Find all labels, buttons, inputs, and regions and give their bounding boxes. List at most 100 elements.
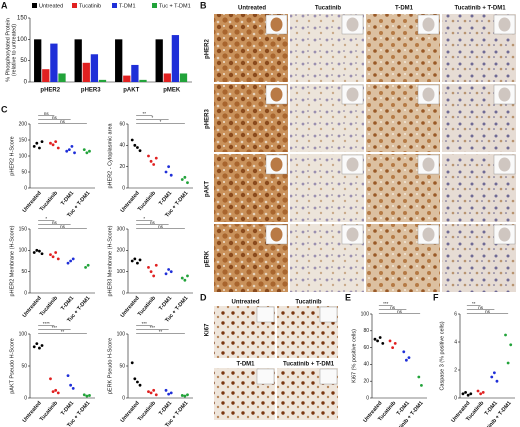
data-point: [393, 342, 397, 345]
data-point: [40, 252, 44, 256]
data-point: [506, 361, 510, 365]
y-tick-label: 200: [19, 121, 28, 127]
bar: [74, 39, 82, 82]
panel-letter: A: [1, 0, 8, 10]
data-point: [152, 388, 156, 392]
data-point: [167, 268, 171, 271]
significance-label: **: [159, 329, 163, 334]
column-header: Tucatinib + T-DM1: [283, 362, 335, 368]
data-point: [149, 159, 153, 163]
bar: [171, 35, 180, 82]
inset-tissue: [346, 227, 359, 242]
data-point: [32, 251, 36, 254]
y-tick-label: 0: [24, 185, 27, 191]
data-point: [70, 145, 74, 148]
y-tick-label: 50: [21, 169, 27, 175]
panel-letter: F: [433, 292, 439, 302]
column-header: T-DM1: [395, 6, 414, 12]
data-point: [186, 274, 189, 278]
significance-label: ns: [60, 119, 66, 124]
x-tick-label: Tucatinib: [137, 190, 157, 213]
y-tick-label: 60: [119, 121, 125, 127]
significance-label: ns: [44, 111, 50, 116]
y-axis-label: pHER2 Membrane (H-Score): [9, 225, 15, 296]
significance-label: ***: [52, 325, 58, 330]
y-tick-label: 40: [119, 143, 125, 149]
y-tick-label: 50: [21, 269, 27, 275]
row-label: Ki67: [205, 323, 211, 336]
x-tick-label: Tucatinib: [39, 295, 59, 318]
y-tick-label: 200: [117, 248, 126, 254]
x-tick-label: pAKT: [123, 88, 139, 94]
data-point: [136, 261, 139, 265]
data-point: [509, 343, 513, 347]
y-tick-label: 100: [17, 37, 28, 43]
y-axis-label: pAKT Pseudo H-Score: [9, 338, 15, 394]
significance-label: ****: [43, 321, 50, 326]
data-point: [56, 391, 60, 395]
data-point: [149, 391, 153, 395]
image-inset: [319, 306, 338, 323]
inset-tissue: [346, 87, 359, 102]
significance-label: *: [160, 119, 162, 124]
bar: [115, 39, 123, 82]
bar: [123, 75, 131, 82]
data-point: [479, 392, 483, 396]
image-inset: [256, 368, 275, 385]
data-point: [35, 248, 39, 252]
data-point: [54, 140, 58, 144]
column-header: T-DM1: [237, 362, 256, 368]
y-axis-label: Caspase 3 (% positive cells): [439, 321, 445, 390]
significance-label: ns: [390, 305, 396, 310]
significance-label: **: [61, 329, 65, 334]
row-label: pHER2: [205, 39, 211, 59]
inset-tissue: [270, 87, 283, 102]
data-point: [164, 170, 168, 174]
y-tick-label: 100: [361, 311, 370, 317]
inset-tissue: [422, 157, 435, 172]
data-point: [152, 163, 156, 166]
data-point: [54, 388, 58, 392]
data-point: [147, 154, 150, 158]
data-point: [67, 148, 71, 152]
data-point: [476, 389, 480, 393]
data-point: [180, 178, 184, 181]
data-point: [66, 374, 70, 377]
significance-label: **: [472, 301, 476, 306]
data-point: [69, 259, 73, 263]
significance-label: ns: [397, 309, 403, 314]
data-point: [49, 141, 52, 145]
data-point: [73, 151, 76, 155]
data-point: [154, 156, 158, 160]
bar: [42, 69, 50, 82]
row-label: pERK: [205, 250, 211, 267]
data-point: [492, 371, 496, 375]
panel-letter: D: [200, 292, 207, 302]
significance-label: ns: [478, 305, 484, 310]
row-label: pHER3: [205, 109, 211, 129]
y-tick-label: 100: [19, 153, 28, 159]
image-inset: [319, 368, 338, 385]
data-point: [38, 249, 41, 253]
x-tick-label: T-DM1: [60, 295, 75, 311]
significance-label: ***: [150, 325, 156, 330]
inset-tissue: [498, 227, 511, 242]
x-tick-label: T-DM1: [60, 190, 75, 206]
data-point: [54, 251, 58, 254]
bar: [34, 39, 42, 82]
data-point: [130, 138, 134, 142]
data-point: [49, 377, 52, 381]
significance-label: ***: [142, 321, 148, 326]
legend-swatch: [112, 3, 117, 8]
data-point: [138, 258, 142, 262]
data-point: [51, 390, 55, 393]
data-point: [464, 391, 467, 394]
y-tick-label: 0: [122, 395, 125, 401]
x-tick-label: pHER2: [40, 88, 60, 94]
column-header: Untreated: [238, 6, 266, 12]
data-point: [138, 149, 142, 153]
data-point: [85, 151, 89, 155]
y-tick-label: 50: [21, 363, 27, 369]
significance-label: *: [151, 115, 153, 120]
data-point: [130, 361, 134, 365]
